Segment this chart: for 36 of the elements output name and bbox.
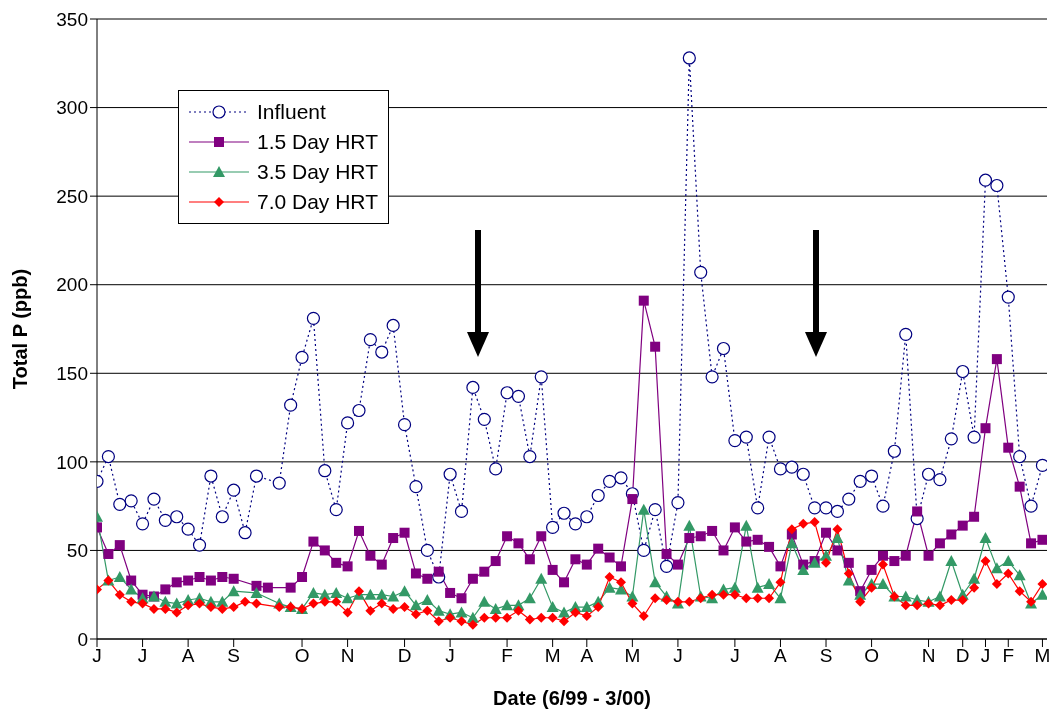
- x-tick-label: F: [501, 645, 513, 667]
- x-tick-label: J: [137, 645, 148, 667]
- x-tick-label: A: [580, 645, 594, 667]
- x-tick-label: O: [864, 645, 879, 667]
- legend-label: 1.5 Day HRT: [257, 130, 378, 154]
- y-tick-label: 300: [56, 97, 88, 119]
- x-axis-title: Date (6/99 - 3/00): [493, 687, 651, 709]
- y-tick-label: 150: [56, 363, 88, 385]
- legend-label: 3.5 Day HRT: [257, 160, 378, 184]
- x-tick-label: J: [673, 645, 683, 667]
- y-tick-label: 350: [56, 8, 88, 30]
- x-tick-label: D: [397, 645, 412, 667]
- x-tick-label: A: [774, 645, 788, 667]
- x-tick-label: D: [955, 645, 970, 667]
- y-tick-label: 200: [56, 274, 88, 296]
- x-tick-label: J: [445, 645, 455, 667]
- y-tick-label: 100: [56, 451, 88, 473]
- y-axis-title: Total P (ppb): [9, 268, 32, 390]
- y-tick-label: 0: [77, 628, 88, 650]
- y-tick-label: 250: [56, 185, 88, 207]
- x-tick-label: A: [181, 645, 195, 667]
- x-tick-label: M: [624, 645, 641, 667]
- x-tick-label: S: [819, 645, 833, 667]
- x-tick-label: N: [340, 645, 355, 667]
- x-tick-label: S: [227, 645, 241, 667]
- x-tick-label: M: [1034, 645, 1051, 667]
- x-tick-label: J: [92, 645, 102, 667]
- x-tick-label: N: [921, 645, 936, 667]
- x-tick-label: J: [980, 645, 991, 667]
- x-tick-label: O: [294, 645, 310, 667]
- legend-label: 7.0 Day HRT: [257, 190, 378, 214]
- x-tick-label: J: [730, 645, 740, 667]
- x-tick-label: M: [544, 645, 561, 667]
- legend-label: Influent: [257, 100, 326, 124]
- y-tick-label: 50: [66, 540, 88, 562]
- x-tick-label: F: [1002, 645, 1015, 667]
